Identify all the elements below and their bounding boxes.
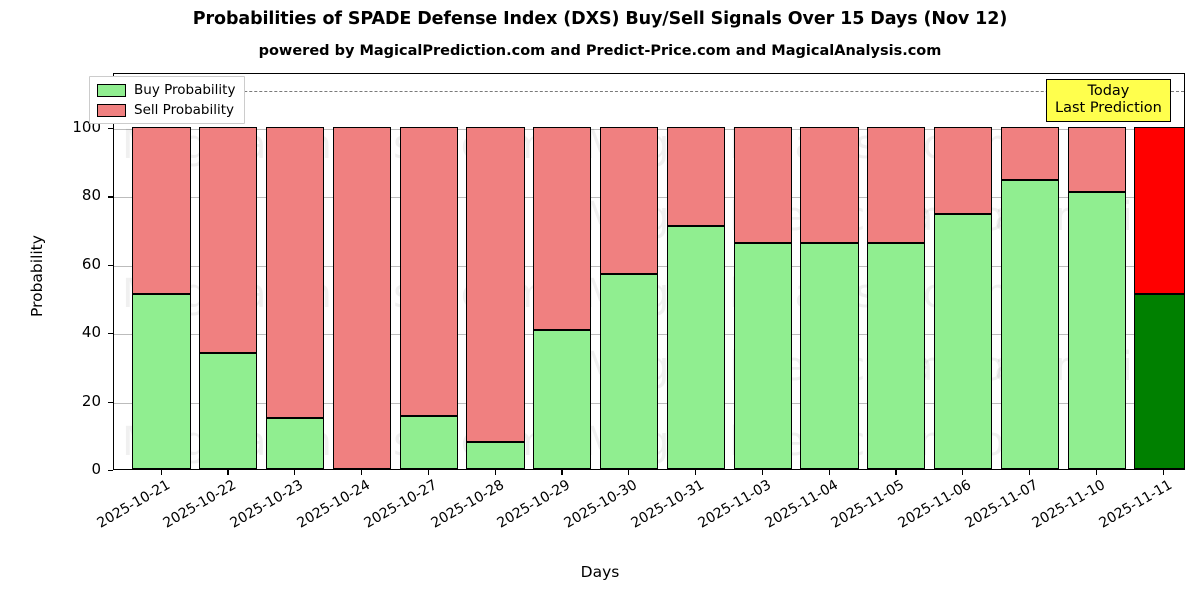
plot-area: MagicalAnalysis.comMagicalAnalysis.comMa… bbox=[113, 73, 1185, 470]
x-tick-mark bbox=[694, 470, 697, 475]
bar-segment-buy[interactable] bbox=[800, 243, 859, 469]
bar-segment-buy[interactable] bbox=[600, 273, 659, 469]
chart-subtitle: powered by MagicalPrediction.com and Pre… bbox=[258, 43, 942, 59]
y-tick-label: 20 bbox=[81, 391, 101, 410]
chart-legend: Buy Probability Sell Probability bbox=[89, 76, 246, 124]
bar-segment-sell[interactable] bbox=[867, 126, 926, 244]
bar-segment-buy[interactable] bbox=[533, 330, 592, 469]
bar-group[interactable] bbox=[1134, 74, 1184, 469]
bar-segment-sell[interactable] bbox=[733, 126, 792, 244]
x-tick-mark bbox=[895, 470, 897, 475]
bar-group[interactable] bbox=[533, 74, 592, 469]
today-annotation: Today Last Prediction bbox=[1046, 79, 1171, 123]
y-tick-label: 0 bbox=[91, 460, 101, 478]
x-tick-mark bbox=[494, 470, 496, 475]
bar-segment-sell[interactable] bbox=[199, 126, 258, 353]
bar-group[interactable] bbox=[1067, 74, 1126, 469]
bar-group[interactable] bbox=[600, 74, 659, 469]
bar-segment-buy[interactable] bbox=[733, 243, 792, 469]
bar-segment-buy[interactable] bbox=[867, 243, 926, 469]
bar-segment-buy[interactable] bbox=[132, 294, 191, 469]
bar-segment-sell[interactable] bbox=[600, 126, 659, 274]
y-tick-mark bbox=[108, 401, 113, 403]
legend-swatch-icon bbox=[97, 83, 126, 97]
threshold-line bbox=[114, 91, 1184, 93]
bar-segment-buy[interactable] bbox=[466, 441, 525, 469]
x-tick-mark bbox=[427, 470, 429, 475]
y-tick-label: 60 bbox=[81, 254, 101, 273]
bar-segment-buy[interactable] bbox=[266, 417, 325, 469]
legend-label: Sell Probability bbox=[134, 102, 235, 118]
x-tick-mark bbox=[227, 470, 229, 475]
bar-segment-sell[interactable] bbox=[1067, 126, 1126, 192]
y-tick-mark bbox=[108, 127, 113, 130]
bar-group[interactable] bbox=[132, 74, 191, 469]
x-axis-label: Days bbox=[580, 563, 620, 581]
y-tick-mark bbox=[108, 470, 113, 472]
x-tick-mark bbox=[628, 470, 630, 475]
bar-segment-sell[interactable] bbox=[332, 126, 391, 469]
x-tick-mark bbox=[160, 470, 162, 475]
x-tick-mark bbox=[761, 470, 763, 475]
bar-segment-sell[interactable] bbox=[934, 126, 993, 215]
today-label-line2: Last Prediction bbox=[1055, 99, 1162, 116]
bar-segment-buy[interactable] bbox=[399, 415, 458, 469]
y-tick-mark bbox=[108, 333, 113, 335]
y-tick-label: 40 bbox=[81, 323, 101, 342]
bar-group[interactable] bbox=[199, 74, 258, 469]
x-tick-mark bbox=[1095, 470, 1097, 475]
x-tick-mark bbox=[1028, 470, 1031, 475]
bar-segment-sell[interactable] bbox=[800, 126, 859, 244]
bar-group[interactable] bbox=[867, 74, 926, 469]
chart-title: Probabilities of SPADE Defense Index (DX… bbox=[192, 9, 1008, 29]
bar-group[interactable] bbox=[399, 74, 458, 469]
bar-segment-sell[interactable] bbox=[533, 126, 592, 331]
y-tick-mark bbox=[108, 264, 113, 266]
y-axis-label: Probability bbox=[28, 234, 46, 317]
bar-segment-buy[interactable] bbox=[666, 226, 725, 469]
bar-group[interactable] bbox=[1000, 74, 1059, 469]
bar-group[interactable] bbox=[666, 74, 725, 469]
bar-segment-sell[interactable] bbox=[466, 126, 525, 442]
x-tick-mark bbox=[561, 470, 563, 475]
bar-segment-buy[interactable] bbox=[1000, 179, 1059, 469]
bar-group[interactable] bbox=[466, 74, 525, 469]
x-tick-mark bbox=[1162, 470, 1164, 475]
y-tick-label: 80 bbox=[81, 186, 101, 205]
x-tick-mark bbox=[828, 470, 830, 475]
y-tick-label: 100 bbox=[72, 117, 101, 136]
bar-segment-sell[interactable] bbox=[1000, 126, 1059, 180]
today-label-line1: Today bbox=[1087, 83, 1130, 99]
bar-segment-sell[interactable] bbox=[1134, 126, 1184, 295]
legend-item[interactable]: Buy Probability bbox=[97, 82, 235, 98]
legend-label: Buy Probability bbox=[134, 82, 236, 98]
bar-group[interactable] bbox=[733, 74, 792, 469]
x-tick-mark bbox=[294, 470, 296, 475]
bar-segment-sell[interactable] bbox=[132, 126, 191, 295]
bar-segment-sell[interactable] bbox=[666, 126, 725, 227]
bar-segment-sell[interactable] bbox=[266, 126, 325, 418]
bar-segment-buy[interactable] bbox=[1134, 294, 1184, 469]
y-tick-mark bbox=[108, 196, 113, 198]
bar-segment-buy[interactable] bbox=[199, 352, 258, 469]
legend-swatch-icon bbox=[97, 103, 126, 117]
legend-item[interactable]: Sell Probability bbox=[97, 102, 235, 118]
bar-segment-sell[interactable] bbox=[399, 126, 458, 416]
x-tick-mark bbox=[360, 470, 363, 475]
bar-segment-buy[interactable] bbox=[1067, 191, 1126, 469]
bar-group[interactable] bbox=[266, 74, 325, 469]
bar-group[interactable] bbox=[934, 74, 993, 469]
bar-group[interactable] bbox=[332, 74, 391, 469]
bar-group[interactable] bbox=[800, 74, 859, 469]
x-tick-mark bbox=[962, 470, 964, 475]
bar-segment-buy[interactable] bbox=[934, 214, 993, 469]
